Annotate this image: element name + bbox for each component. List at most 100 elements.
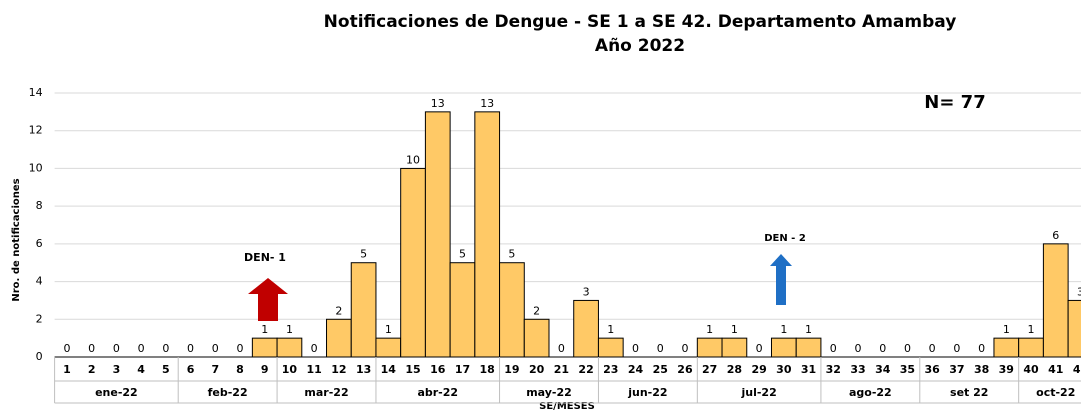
x-tick-label: 8 <box>236 363 244 376</box>
data-label: 0 <box>953 342 960 355</box>
data-label: 0 <box>558 342 565 355</box>
x-tick-label: 37 <box>949 363 964 376</box>
data-label: 0 <box>830 342 837 355</box>
x-tick-label: 18 <box>480 363 495 376</box>
x-tick-label: 23 <box>603 363 618 376</box>
data-label: 0 <box>657 342 664 355</box>
bar <box>276 337 303 358</box>
group-label: mar-22 <box>304 386 348 399</box>
data-label: 0 <box>237 342 244 355</box>
x-tick-label: 11 <box>307 363 322 376</box>
data-label: 0 <box>879 342 886 355</box>
x-tick-label: 12 <box>331 363 346 376</box>
data-label: 1 <box>607 323 614 336</box>
data-label: 5 <box>508 248 515 261</box>
data-label: 0 <box>138 342 145 355</box>
chart-title: Año 2022 <box>595 36 685 56</box>
data-label: 1 <box>805 323 812 336</box>
data-label: 3 <box>1077 285 1081 298</box>
y-tick-label: 0 <box>36 350 43 363</box>
x-tick-label: 32 <box>826 363 841 376</box>
group-label: ago-22 <box>849 386 892 399</box>
y-axis-label: Nro. de notificaciones <box>11 178 22 301</box>
data-label: 0 <box>187 342 194 355</box>
y-tick-label: 12 <box>29 124 43 137</box>
bar <box>449 262 476 358</box>
x-tick-label: 30 <box>776 363 792 376</box>
x-tick-label: 5 <box>162 363 170 376</box>
bar <box>597 337 624 358</box>
x-tick-label: 26 <box>677 363 693 376</box>
bar <box>573 299 599 358</box>
bar <box>770 337 797 358</box>
data-label: 2 <box>335 304 342 317</box>
data-label: 1 <box>731 323 738 336</box>
bar <box>350 262 377 358</box>
x-tick-label: 3 <box>113 363 121 376</box>
annotation: N= 77 <box>924 92 985 113</box>
data-label: 2 <box>533 304 540 317</box>
data-label: 0 <box>904 342 911 355</box>
bar <box>375 337 402 358</box>
bar <box>795 337 822 358</box>
data-label: 0 <box>756 342 763 355</box>
x-tick-label: 20 <box>529 363 545 376</box>
bar <box>721 337 748 358</box>
x-tick-label: 40 <box>1023 363 1039 376</box>
data-label: 0 <box>212 342 219 355</box>
group-label: jul-22 <box>740 386 776 399</box>
data-label: 1 <box>706 323 713 336</box>
y-tick-label: 6 <box>36 237 43 250</box>
y-tick-label: 8 <box>36 199 43 212</box>
x-tick-label: 6 <box>187 363 195 376</box>
x-tick-label: 29 <box>751 363 766 376</box>
x-tick-label: 7 <box>211 363 219 376</box>
x-tick-label: 16 <box>430 363 446 376</box>
data-label: 3 <box>583 285 590 298</box>
annotation: DEN - 2 <box>764 233 806 244</box>
x-tick-label: 28 <box>727 363 742 376</box>
data-label: 0 <box>681 342 688 355</box>
bar <box>424 111 451 358</box>
bar <box>251 337 278 358</box>
data-label: 1 <box>261 323 268 336</box>
x-tick-label: 13 <box>356 363 371 376</box>
x-tick-label: 25 <box>653 363 668 376</box>
data-label: 0 <box>929 342 936 355</box>
bar <box>474 111 501 358</box>
y-tick-label: 2 <box>36 312 43 325</box>
data-label: 0 <box>88 342 95 355</box>
data-label: 10 <box>406 153 420 166</box>
x-tick-label: 33 <box>850 363 865 376</box>
data-label: 1 <box>1028 323 1035 336</box>
bar <box>1018 337 1044 358</box>
bar <box>499 262 525 358</box>
group-label: jun-22 <box>627 386 667 399</box>
group-label: set 22 <box>950 386 988 399</box>
data-label: 0 <box>311 342 318 355</box>
x-tick-label: 34 <box>875 363 891 376</box>
y-tick-label: 4 <box>36 275 43 288</box>
x-tick-label: 19 <box>504 363 519 376</box>
bar <box>400 167 426 358</box>
data-label: 5 <box>459 248 466 261</box>
data-label: 0 <box>855 342 862 355</box>
bar <box>696 337 723 358</box>
x-tick-label: 42 <box>1073 363 1081 376</box>
x-tick-label: 17 <box>455 363 470 376</box>
group-label: oct-22 <box>1036 386 1075 399</box>
x-tick-label: 27 <box>702 363 717 376</box>
x-tick-label: 15 <box>405 363 420 376</box>
group-label: may-22 <box>526 386 572 399</box>
x-axis-label: SE/MESES <box>539 401 595 412</box>
arrow <box>248 278 288 321</box>
group-label: abr-22 <box>417 386 458 399</box>
bar <box>1042 243 1069 358</box>
data-label: 0 <box>978 342 985 355</box>
x-tick-label: 4 <box>137 363 145 376</box>
y-tick-label: 10 <box>29 161 43 174</box>
data-label: 1 <box>286 323 293 336</box>
data-label: 5 <box>360 248 367 261</box>
x-tick-label: 36 <box>925 363 941 376</box>
